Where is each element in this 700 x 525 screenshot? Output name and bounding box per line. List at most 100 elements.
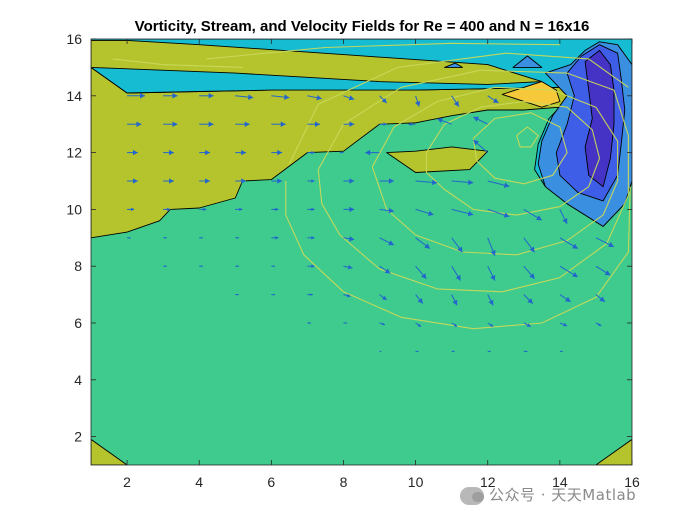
streamline-4 xyxy=(317,69,629,293)
contour-region-mid-8 xyxy=(512,55,543,68)
velocity-arrow-50 xyxy=(415,208,434,216)
velocity-arrow-25 xyxy=(235,149,247,156)
x-tick-label: 6 xyxy=(267,474,275,490)
velocity-arrow-55 xyxy=(127,236,131,239)
velocity-arrow-53 xyxy=(523,208,543,221)
velocity-arrow-43 xyxy=(163,207,171,212)
velocity-arrow-91 xyxy=(559,294,571,303)
velocity-arrow-94 xyxy=(343,322,348,324)
velocity-arrow-layer xyxy=(127,93,615,353)
velocity-arrow-61 xyxy=(343,236,355,242)
y-tick-label: 8 xyxy=(74,258,82,274)
velocity-arrow-105 xyxy=(487,350,491,353)
velocity-arrow-90 xyxy=(523,294,534,304)
velocity-arrow-100 xyxy=(559,322,568,327)
velocity-arrow-24 xyxy=(199,149,210,156)
velocity-arrow-37 xyxy=(343,178,355,184)
x-tick-label: 12 xyxy=(480,474,496,490)
velocity-arrow-4 xyxy=(271,94,290,100)
contour-region-high-2 xyxy=(386,146,489,173)
x-tick-label: 16 xyxy=(624,474,640,490)
velocity-arrow-47 xyxy=(307,207,315,212)
plot-area xyxy=(91,39,632,465)
velocity-arrow-60 xyxy=(307,236,315,240)
streamline-6 xyxy=(285,181,631,330)
velocity-arrow-40 xyxy=(451,179,474,186)
velocity-arrow-51 xyxy=(451,208,474,217)
velocity-arrow-12 xyxy=(163,121,178,127)
velocity-arrow-9 xyxy=(451,95,460,107)
velocity-arrow-21 xyxy=(473,116,488,125)
velocity-arrow-71 xyxy=(235,265,239,268)
velocity-arrow-89 xyxy=(487,294,494,306)
velocity-arrow-8 xyxy=(415,95,421,107)
velocity-arrow-93 xyxy=(307,322,311,324)
velocity-arrow-19 xyxy=(408,122,416,126)
axes-box xyxy=(90,38,633,466)
watermark-text: 公众号 · 天天Matlab xyxy=(489,486,637,504)
velocity-arrow-31 xyxy=(127,178,138,184)
velocity-arrow-78 xyxy=(487,265,496,281)
contour-region-core-12 xyxy=(584,49,615,188)
streamline-3 xyxy=(371,86,619,256)
velocity-arrow-79 xyxy=(523,265,535,280)
velocity-arrow-35 xyxy=(271,178,283,184)
velocity-arrow-76 xyxy=(415,265,427,280)
velocity-arrow-87 xyxy=(415,294,424,304)
velocity-arrow-73 xyxy=(307,264,315,268)
velocity-arrow-75 xyxy=(379,265,391,274)
velocity-arrow-57 xyxy=(199,236,203,239)
wechat-icon xyxy=(460,486,484,505)
velocity-arrow-52 xyxy=(487,208,510,218)
velocity-arrow-98 xyxy=(487,322,494,328)
velocity-arrow-96 xyxy=(415,322,422,328)
velocity-arrow-62 xyxy=(379,237,395,246)
velocity-arrow-18 xyxy=(379,122,387,126)
velocity-arrow-27 xyxy=(307,150,315,155)
velocity-arrow-13 xyxy=(199,121,214,127)
contour-region-high-4 xyxy=(595,438,632,465)
y-tick-label: 10 xyxy=(66,201,82,217)
chart-title: Vorticity, Stream, and Velocity Fields f… xyxy=(135,18,590,35)
velocity-arrow-5 xyxy=(307,95,322,101)
velocity-arrow-0 xyxy=(127,93,146,99)
velocity-arrow-82 xyxy=(235,293,239,296)
y-tick-label: 16 xyxy=(66,31,82,47)
velocity-arrow-64 xyxy=(451,237,463,253)
velocity-arrow-32 xyxy=(163,178,174,184)
velocity-arrow-46 xyxy=(271,207,279,212)
velocity-arrow-38 xyxy=(379,178,394,184)
x-tick-label: 2 xyxy=(123,474,131,490)
velocity-arrow-41 xyxy=(487,180,510,188)
velocity-arrow-49 xyxy=(379,207,394,214)
velocity-arrow-10 xyxy=(487,95,499,104)
contour-region-high-3 xyxy=(91,438,128,465)
velocity-arrow-95 xyxy=(379,322,386,326)
velocity-arrow-92 xyxy=(595,294,606,303)
velocity-arrow-26 xyxy=(271,149,283,156)
velocity-arrow-6 xyxy=(343,95,355,101)
velocity-arrow-17 xyxy=(343,121,355,127)
y-tick-label: 2 xyxy=(74,429,82,445)
velocity-arrow-20 xyxy=(437,117,452,125)
velocity-arrow-39 xyxy=(415,179,438,186)
velocity-arrow-3 xyxy=(235,94,254,100)
y-tick-label: 4 xyxy=(74,372,82,388)
x-tick-label: 10 xyxy=(408,474,424,490)
streamline-2 xyxy=(425,100,601,216)
velocity-arrow-106 xyxy=(523,350,528,353)
velocity-arrow-83 xyxy=(271,293,275,296)
velocity-arrow-72 xyxy=(271,265,275,268)
streamline-layer xyxy=(112,42,631,330)
x-tick-label: 4 xyxy=(195,474,203,490)
velocity-arrow-33 xyxy=(199,178,210,184)
velocity-arrow-34 xyxy=(235,178,247,184)
streamline-5 xyxy=(288,52,629,165)
velocity-arrow-74 xyxy=(343,264,353,270)
velocity-arrow-54 xyxy=(559,209,568,225)
velocity-arrow-15 xyxy=(271,121,286,127)
velocity-arrow-77 xyxy=(451,265,462,281)
streamline-0 xyxy=(516,126,539,148)
velocity-arrow-28 xyxy=(339,151,344,154)
